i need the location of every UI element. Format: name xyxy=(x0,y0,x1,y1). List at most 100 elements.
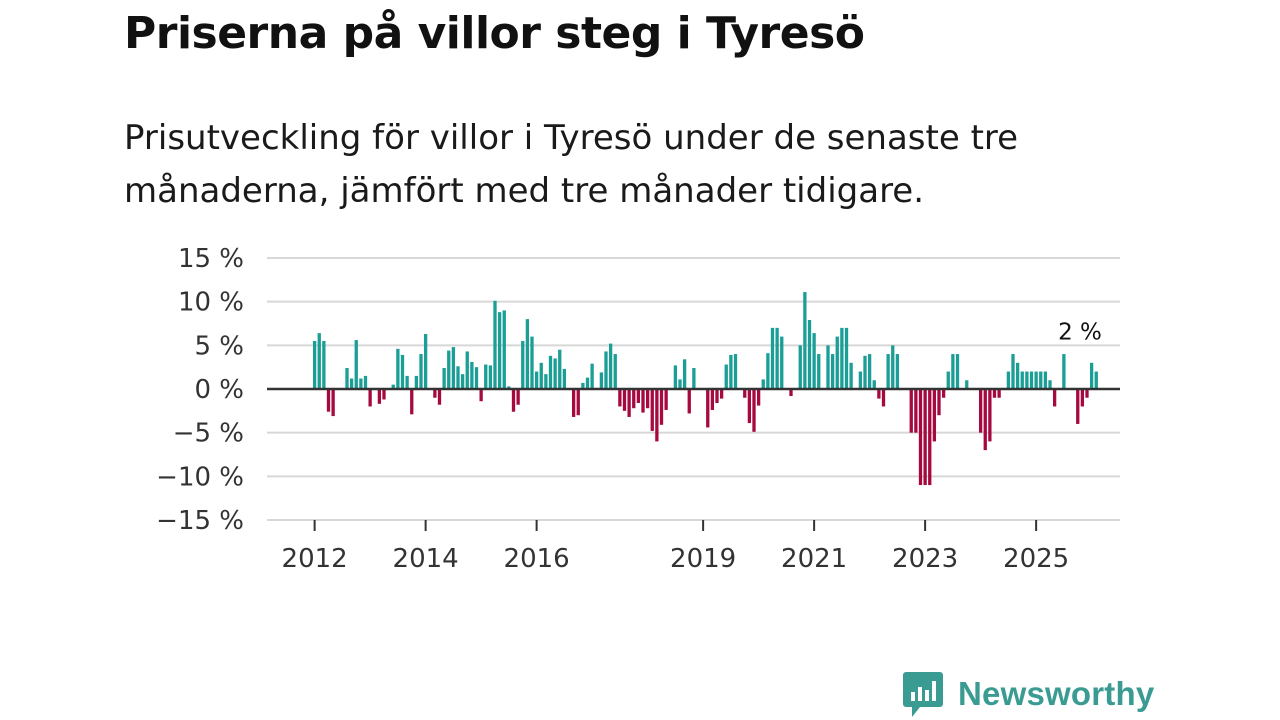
bar-negative xyxy=(1076,389,1080,424)
bar-negative xyxy=(437,389,442,405)
bar-positive xyxy=(1094,371,1098,389)
bar-negative xyxy=(752,389,756,432)
bar-positive xyxy=(673,365,678,389)
bar-positive xyxy=(951,354,955,389)
y-tick-label: −10 % xyxy=(156,462,244,492)
bar-positive xyxy=(613,354,617,389)
bar-positive xyxy=(590,363,594,389)
y-tick-label: −5 % xyxy=(173,419,244,449)
last-value-annotation: 2 % xyxy=(1058,320,1102,346)
bar-negative xyxy=(618,389,622,407)
bar-positive xyxy=(775,327,779,389)
bar-positive xyxy=(1089,362,1094,389)
bar-negative xyxy=(655,389,659,442)
bar-positive xyxy=(354,340,358,389)
bar-positive xyxy=(539,362,543,389)
bar-negative xyxy=(659,389,664,425)
bar-positive xyxy=(312,340,317,389)
bar-chart: 15 % 10 % 5 % 0 % −5 % −10 % −15 % 2012 2014 2016… xyxy=(156,244,1120,574)
bar-positive xyxy=(780,336,784,389)
bar-positive xyxy=(419,354,423,389)
bar-positive xyxy=(761,379,765,389)
chart-title: Priserna på villor steg i Tyresö xyxy=(124,8,865,59)
bar-positive xyxy=(863,355,867,389)
bar-negative xyxy=(645,389,650,409)
bar-positive xyxy=(400,354,405,389)
bar-negative xyxy=(622,389,627,411)
bar-positive xyxy=(363,375,368,389)
bar-negative xyxy=(636,389,641,403)
bar-positive xyxy=(817,354,821,389)
bar-positive xyxy=(608,343,613,389)
y-tick-label: 10 % xyxy=(178,288,244,318)
bar-negative xyxy=(909,389,913,433)
bar-negative xyxy=(937,389,941,416)
x-tick-label: 2021 xyxy=(781,544,847,574)
bar-negative xyxy=(983,389,987,451)
y-tick-label: 0 % xyxy=(194,375,244,405)
bar-positive xyxy=(414,375,419,389)
bar-positive xyxy=(803,292,807,389)
bar-positive xyxy=(867,354,872,389)
bar-negative xyxy=(1085,389,1089,398)
bar-positive xyxy=(766,353,770,389)
bar-positive xyxy=(692,368,696,389)
bar-positive xyxy=(1062,354,1066,389)
bar-positive xyxy=(849,362,853,389)
bar-negative xyxy=(664,389,668,410)
bar-negative xyxy=(382,389,386,400)
bar-positive xyxy=(682,359,687,389)
bar-negative xyxy=(706,389,710,428)
bar-positive xyxy=(544,374,548,389)
bar-negative xyxy=(756,389,761,406)
bar-negative xyxy=(576,389,580,416)
bar-positive xyxy=(558,349,562,389)
bar-positive xyxy=(891,345,895,389)
bar-positive xyxy=(812,333,816,389)
bar-positive xyxy=(798,345,802,389)
bar-positive xyxy=(423,333,428,389)
bar-positive xyxy=(604,351,608,389)
bar-negative xyxy=(650,389,654,431)
bar-negative xyxy=(627,389,631,417)
bar-negative xyxy=(326,389,331,412)
bar-positive xyxy=(599,372,604,389)
bar-positive xyxy=(451,347,456,389)
bar-positive xyxy=(835,336,839,389)
bar-negative xyxy=(928,389,932,486)
newsworthy-logo[interactable]: Newsworthy xyxy=(902,668,1154,720)
x-tick-label: 2019 xyxy=(670,544,736,574)
bar-negative xyxy=(789,389,793,396)
bar-positive xyxy=(724,364,728,389)
bar-positive xyxy=(1034,371,1038,389)
y-tick-label: 5 % xyxy=(194,331,244,361)
bars xyxy=(312,292,1098,486)
bar-positive xyxy=(530,336,534,389)
bar-negative xyxy=(743,389,747,398)
bar-negative xyxy=(914,389,918,433)
tick-labels: 15 % 10 % 5 % 0 % −5 % −10 % −15 % 2012 2014 2016… xyxy=(156,244,1069,574)
bar-positive xyxy=(391,384,395,389)
bar-positive xyxy=(886,354,890,389)
bar-negative xyxy=(641,389,645,413)
bar-positive xyxy=(585,377,590,389)
bar-positive xyxy=(830,354,835,389)
bar-positive xyxy=(497,312,502,389)
bar-positive xyxy=(840,327,844,389)
x-tick-label: 2012 xyxy=(282,544,348,574)
bar-positive xyxy=(465,351,469,389)
bar-positive xyxy=(872,380,876,389)
bar-positive xyxy=(456,366,460,389)
bar-negative xyxy=(988,389,992,442)
bar-positive xyxy=(474,367,479,389)
bar-positive xyxy=(946,371,950,389)
bar-negative xyxy=(932,389,937,442)
y-tick-label: −15 % xyxy=(156,506,244,536)
chart-subtitle: Prisutveckling för villor i Tyresö under… xyxy=(124,118,1019,211)
bar-positive xyxy=(955,354,960,389)
bar-negative xyxy=(1052,389,1057,407)
x-tick-label: 2025 xyxy=(1003,544,1069,574)
bar-positive xyxy=(521,340,525,389)
bar-positive xyxy=(678,379,682,389)
bar-negative xyxy=(978,389,983,433)
